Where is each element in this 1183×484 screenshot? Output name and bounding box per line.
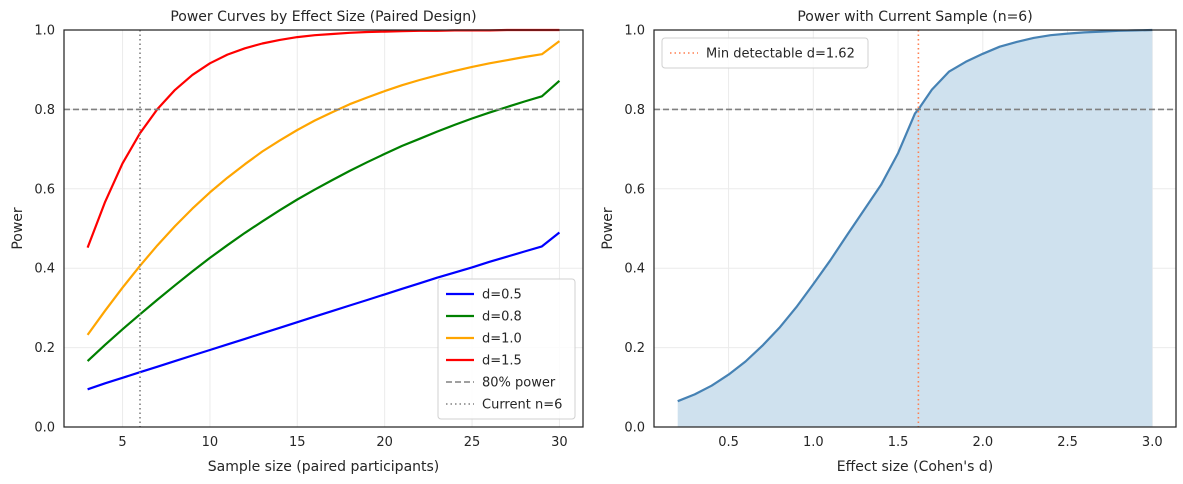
x-tick-label: 1.0 — [803, 435, 824, 450]
series-line-d-0-5 — [87, 231, 561, 391]
y-tick-label: 0.2 — [624, 341, 645, 356]
legend-label: d=1.5 — [482, 354, 522, 369]
x-tick-label: 1.5 — [888, 435, 909, 450]
y-axis-label: Power — [600, 207, 616, 250]
x-tick-label: 20 — [376, 435, 393, 450]
y-tick-label: 0.8 — [34, 103, 55, 118]
x-tick-label: 25 — [464, 435, 481, 450]
legend-label: Min detectable d=1.62 — [706, 47, 855, 62]
axis-ticks: 5 10 15 20 25 30 0.0 0.2 0.4 0.6 0.8 1.0 — [34, 24, 567, 451]
x-tick-label: 30 — [551, 435, 568, 450]
series-line-d-1-0 — [86, 40, 561, 336]
plot-frame — [63, 29, 584, 428]
y-tick-label: 0.6 — [34, 182, 55, 197]
plot-frame — [653, 29, 1177, 428]
power-current-sample-chart: Power with Current Sample (n=6) 0.5 1.0 1.… — [600, 9, 1177, 475]
x-axis-label: Sample size (paired participants) — [208, 459, 440, 475]
power-area-fill — [677, 30, 1153, 427]
x-tick-label: 0.5 — [718, 435, 739, 450]
legend-label: 80% power — [482, 376, 556, 391]
y-tick-label: 0.0 — [624, 421, 645, 436]
reference-lines — [64, 30, 583, 427]
series-line-d-0-8 — [86, 79, 561, 362]
reference-lines — [654, 30, 1176, 427]
x-tick-label: 15 — [289, 435, 306, 450]
power-curves-chart: Power Curves by Effect Size (Paired Desi… — [10, 9, 584, 475]
y-tick-label: 0.8 — [624, 103, 645, 118]
y-tick-label: 0.6 — [624, 182, 645, 197]
x-axis-label: Effect size (Cohen's d) — [837, 459, 993, 475]
power-curve-line — [677, 28, 1153, 403]
y-tick-label: 1.0 — [624, 24, 645, 39]
legend: Min detectable d=1.62 — [661, 37, 869, 69]
legend-label: Current n=6 — [482, 398, 562, 413]
legend-label: d=0.5 — [482, 288, 522, 303]
legend-label: d=0.8 — [482, 310, 522, 325]
x-tick-label: 2.5 — [1057, 435, 1078, 450]
legend-box — [437, 278, 576, 420]
data-series — [677, 28, 1153, 427]
y-tick-label: 0.4 — [624, 262, 645, 277]
y-tick-label: 1.0 — [34, 24, 55, 39]
x-tick-label: 2.0 — [972, 435, 993, 450]
x-tick-label: 5 — [118, 435, 126, 450]
legend: d=0.5 d=0.8 d=1.0 d=1.5 80% power Current n=6 — [437, 278, 576, 420]
legend-box — [661, 37, 869, 69]
axis-ticks: 0.5 1.0 1.5 2.0 2.5 3.0 0.0 0.2 0.4 0.6 0.8 1.0 — [624, 24, 1162, 451]
x-tick-label: 10 — [202, 435, 219, 450]
legend-label: d=1.0 — [482, 332, 522, 347]
chart-title: Power Curves by Effect Size (Paired Desi… — [170, 9, 476, 25]
y-axis-label: Power — [10, 207, 26, 250]
x-tick-label: 3.0 — [1142, 435, 1163, 450]
chart-title: Power with Current Sample (n=6) — [797, 9, 1032, 25]
y-tick-label: 0.0 — [34, 421, 55, 436]
y-tick-label: 0.4 — [34, 262, 55, 277]
y-tick-label: 0.2 — [34, 341, 55, 356]
